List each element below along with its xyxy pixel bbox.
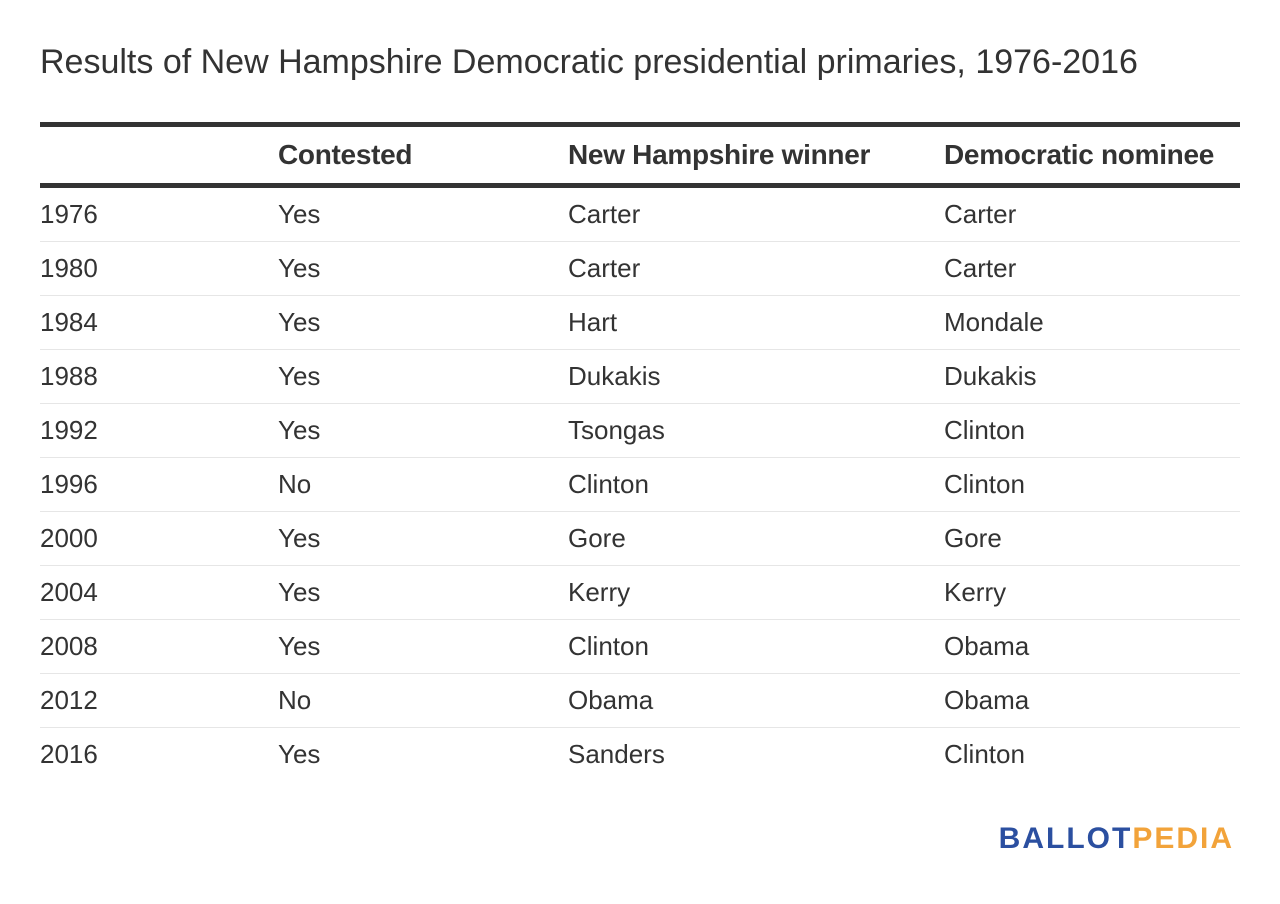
cell-year: 1992 — [40, 403, 278, 458]
cell-contested: Yes — [278, 619, 568, 674]
cell-democratic-nominee: Clinton — [944, 739, 1025, 769]
cell-nh-winner: Carter — [568, 241, 944, 296]
ballotpedia-logo: BALLOTPEDIA — [999, 822, 1234, 856]
logo-pedia-text: PEDIA — [1132, 822, 1234, 855]
cell-nh-winner: Tsongas — [568, 403, 944, 458]
table-row: 1976 Yes Carter Carter — [40, 185, 1240, 242]
column-header-year — [40, 125, 278, 186]
cell-nh-winner: Hart — [568, 295, 944, 350]
cell-democratic-nominee: Carter — [944, 241, 1240, 296]
cell-democratic-nominee: Dukakis — [944, 349, 1240, 404]
table-row: 1988 Yes Dukakis Dukakis — [40, 349, 1240, 404]
cell-contested: Yes — [278, 739, 321, 769]
cell-nh-winner: Gore — [568, 511, 944, 566]
cell-nh-winner: Clinton — [568, 457, 944, 512]
cell-contested: Yes — [278, 511, 568, 566]
cell-contested: Yes — [278, 349, 568, 404]
cell-year: 2008 — [40, 619, 278, 674]
chart-title: Results of New Hampshire Democratic pres… — [40, 43, 1138, 81]
table-row: 2000 Yes Gore Gore — [40, 511, 1240, 566]
cell-year: 2016 — [40, 739, 98, 769]
table-row: 2016 Yes Sanders Clinton — [40, 728, 1240, 782]
cell-democratic-nominee: Kerry — [944, 565, 1240, 620]
column-header-contested: Contested — [278, 139, 413, 170]
table-header: Contested New Hampshire winner Democrati… — [40, 124, 1240, 186]
cell-contested: Yes — [278, 403, 568, 458]
table-row: 2008 Yes Clinton Obama — [40, 619, 1240, 674]
cell-year: 2012 — [40, 673, 278, 728]
cell-nh-winner: Carter — [568, 185, 944, 242]
cell-year: 2000 — [40, 511, 278, 566]
table-row: 2012 No Obama Obama — [40, 673, 1240, 728]
cell-democratic-nominee: Gore — [944, 511, 1240, 566]
logo-ballot-text: BALLOT — [998, 822, 1133, 855]
cell-nh-winner: Kerry — [568, 565, 944, 620]
cell-contested: Yes — [278, 565, 568, 620]
column-header-democratic-nominee: Democratic nominee — [944, 139, 1215, 170]
cell-contested: Yes — [278, 241, 568, 296]
cell-nh-winner: Obama — [568, 673, 944, 728]
results-table-container: Contested New Hampshire winner Democrati… — [40, 122, 1240, 781]
cell-year: 1980 — [40, 241, 278, 296]
cell-democratic-nominee: Obama — [944, 619, 1240, 674]
cell-contested: Yes — [278, 295, 568, 350]
cell-democratic-nominee: Obama — [944, 673, 1240, 728]
table-row: 1984 Yes Hart Mondale — [40, 295, 1240, 350]
cell-contested: No — [278, 457, 568, 512]
cell-contested: No — [278, 673, 568, 728]
header-row: Contested New Hampshire winner Democrati… — [40, 124, 1240, 186]
cell-year: 1976 — [40, 185, 278, 242]
cell-democratic-nominee: Clinton — [944, 457, 1240, 512]
cell-democratic-nominee: Mondale — [944, 295, 1240, 350]
cell-nh-winner: Sanders — [568, 739, 665, 769]
table-row: 1980 Yes Carter Carter — [40, 241, 1240, 296]
cell-democratic-nominee: Carter — [944, 185, 1240, 242]
results-table: Contested New Hampshire winner Democrati… — [40, 122, 1240, 781]
table-body: 1976 Yes Carter Carter 1980 Yes Carter Carter 19… — [40, 185, 1240, 782]
cell-year: 1988 — [40, 349, 278, 404]
cell-year: 1996 — [40, 457, 278, 512]
cell-year: 1984 — [40, 295, 278, 350]
cell-nh-winner: Dukakis — [568, 349, 944, 404]
cell-year: 2004 — [40, 565, 278, 620]
cell-nh-winner: Clinton — [568, 619, 944, 674]
table-row: 1992 Yes Tsongas Clinton — [40, 403, 1240, 458]
column-header-nh-winner: New Hampshire winner — [568, 139, 871, 170]
cell-contested: Yes — [278, 185, 568, 242]
table-row: 2004 Yes Kerry Kerry — [40, 565, 1240, 620]
table-row: 1996 No Clinton Clinton — [40, 457, 1240, 512]
cell-democratic-nominee: Clinton — [944, 403, 1240, 458]
